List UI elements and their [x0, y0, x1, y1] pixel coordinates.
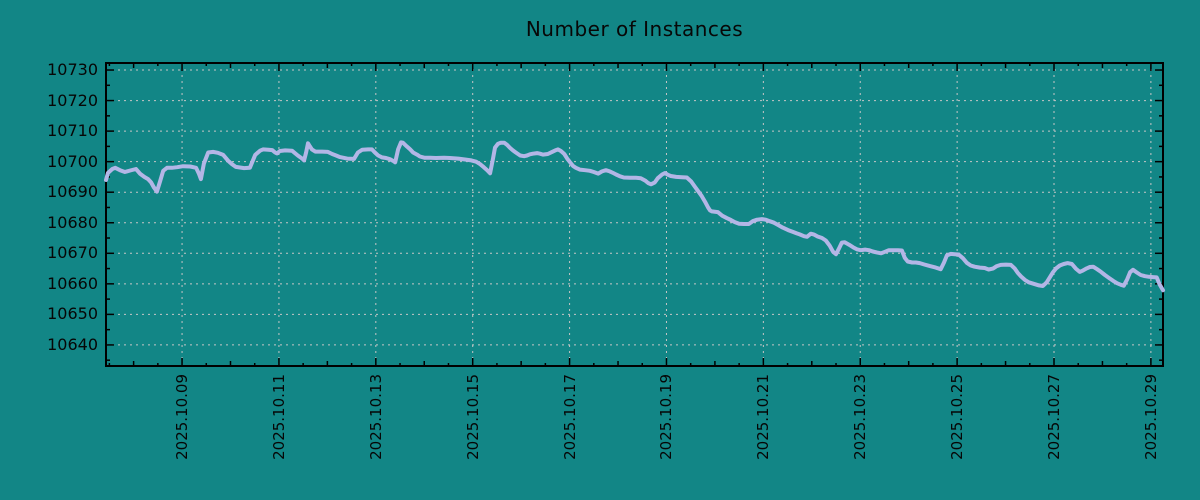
x-tick-label: 2025.10.19	[657, 374, 676, 460]
x-tick-label: 2025.10.25	[948, 374, 967, 460]
plot-border	[105, 62, 1164, 367]
x-tick-label: 2025.10.21	[754, 374, 773, 460]
y-tick-label: 10710	[47, 121, 98, 141]
y-tick-label: 10650	[47, 304, 98, 324]
y-tick-label: 10670	[47, 243, 98, 263]
y-tick-label: 10640	[47, 334, 98, 354]
x-tick-label: 2025.10.11	[269, 374, 288, 460]
y-tick-label: 10730	[47, 60, 98, 80]
y-tick-label: 10680	[47, 212, 98, 232]
x-tick-label: 2025.10.15	[463, 374, 482, 460]
y-tick-label: 10690	[47, 182, 98, 202]
x-tick-label: 2025.10.29	[1141, 374, 1160, 460]
x-tick-label: 2025.10.27	[1045, 374, 1063, 460]
chart-title: Number of Instances	[525, 17, 744, 41]
y-tick-label: 10720	[47, 90, 98, 110]
x-tick-label: 2025.10.23	[851, 374, 870, 460]
x-tick-label: 2025.10.09	[173, 374, 192, 460]
y-tick-label: 10700	[47, 151, 98, 171]
x-tick-label: 2025.10.17	[560, 374, 579, 460]
x-tick-label: 2025.10.13	[366, 374, 385, 460]
y-tick-label: 10660	[47, 273, 98, 293]
series-line	[104, 140, 1165, 293]
